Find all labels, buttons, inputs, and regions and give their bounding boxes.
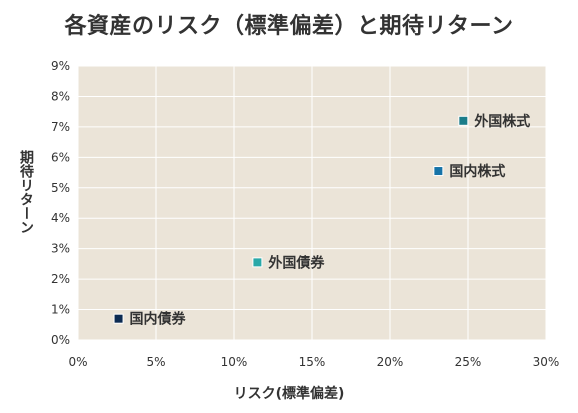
y-tick-label: 2%: [51, 272, 70, 286]
point-marker: [433, 166, 444, 177]
x-tick-label: 10%: [221, 355, 248, 369]
x-axis-ticks: 0% 5% 10% 15% 20% 25% 30%: [68, 355, 559, 369]
x-axis-label: リスク(標準偏差): [233, 386, 345, 402]
y-axis-label: 期待リターン: [18, 150, 34, 234]
x-tick-label: 0%: [68, 355, 87, 369]
point-marker: [458, 115, 469, 126]
grid-lines: [77, 65, 547, 341]
data-point: 国内債券: [113, 311, 187, 328]
x-tick-label: 15%: [299, 355, 326, 369]
x-tick-label: 25%: [455, 355, 482, 369]
y-tick-label: 6%: [51, 150, 70, 164]
data-point: 外国債券: [252, 254, 325, 271]
y-tick-label: 7%: [51, 120, 70, 134]
point-marker: [113, 313, 124, 324]
y-tick-label: 0%: [51, 333, 70, 347]
data-point: 国内株式: [433, 163, 505, 180]
point-label: 外国株式: [474, 113, 530, 130]
y-tick-label: 8%: [51, 89, 70, 103]
point-label: 国内株式: [449, 163, 505, 180]
y-tick-label: 4%: [51, 211, 70, 225]
point-label: 外国債券: [268, 254, 325, 271]
point-label: 国内債券: [130, 311, 187, 328]
x-tick-label: 5%: [146, 355, 165, 369]
x-tick-label: 20%: [377, 355, 404, 369]
x-tick-label: 30%: [533, 355, 560, 369]
y-tick-label: 5%: [51, 181, 70, 195]
data-point: 外国株式: [458, 113, 530, 130]
chart-title: 各資産のリスク（標準偏差）と期待リターン: [64, 14, 514, 39]
y-tick-label: 1%: [51, 303, 70, 317]
y-tick-label: 9%: [51, 59, 70, 73]
point-marker: [252, 257, 263, 268]
y-axis-ticks: 0% 1% 2% 3% 4% 5% 6% 7% 8% 9%: [51, 59, 70, 347]
y-tick-label: 3%: [51, 242, 70, 256]
data-points: 国内債券 外国債券 国内株式 外国株式: [113, 113, 530, 328]
